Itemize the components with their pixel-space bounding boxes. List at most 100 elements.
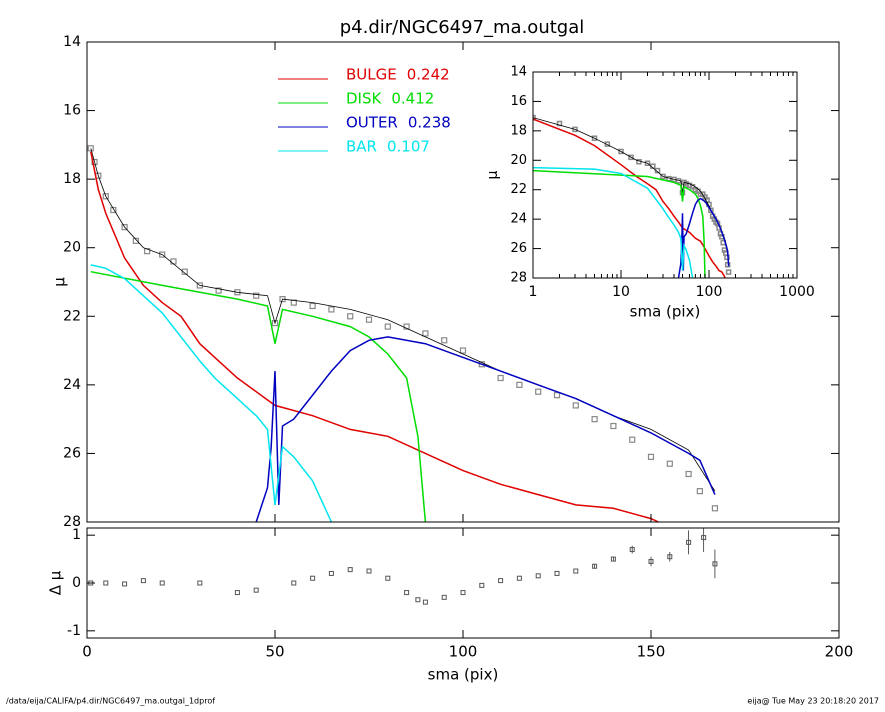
data-point — [441, 337, 448, 344]
residual-point — [122, 581, 128, 587]
data-point — [516, 381, 523, 388]
residual-point — [415, 597, 421, 603]
data-point — [365, 316, 373, 323]
residual-point — [610, 556, 616, 562]
y-tick-label: 14 — [63, 34, 81, 50]
data-point — [132, 237, 139, 244]
residual-point — [554, 570, 560, 576]
residual-point — [479, 582, 485, 588]
y-tick-label: 16 — [63, 103, 81, 119]
x-tick-label: 150 — [637, 643, 666, 661]
y-tick-label: 20 — [510, 153, 527, 168]
data-point — [533, 114, 536, 121]
data-point — [181, 268, 188, 275]
residual-point — [516, 575, 522, 581]
residual-point — [347, 567, 353, 573]
x-tick-label: 200 — [825, 643, 854, 661]
plot-area — [88, 528, 718, 605]
component-line — [90, 270, 427, 522]
residual-point — [385, 575, 391, 581]
legend-value: 0.412 — [391, 90, 434, 108]
data-point — [628, 154, 634, 161]
x-tick-label: 10 — [612, 284, 630, 300]
data-point — [556, 120, 563, 127]
residual-point — [103, 580, 109, 586]
residual-point — [667, 554, 673, 560]
y-tick-label: 26 — [510, 241, 527, 256]
data-point — [347, 313, 354, 320]
data-point — [159, 251, 166, 258]
footer-left: /data/eija/CALIFA/p4.dir/NGC6497_ma.outg… — [6, 697, 215, 706]
legend-value: 0.242 — [407, 66, 450, 84]
component-line — [90, 264, 333, 522]
data-point — [102, 193, 109, 200]
chart-title: p4.dir/NGC6497_ma.outgal — [340, 17, 585, 38]
residual-point — [460, 590, 466, 596]
plot-frame — [532, 71, 798, 279]
x-axis-label: sma (pix) — [630, 303, 701, 321]
data-point — [696, 488, 703, 495]
y-tick-label: 24 — [63, 377, 81, 393]
y-tick-label: 0 — [72, 575, 81, 591]
data-point — [591, 135, 598, 141]
residual-point — [701, 535, 707, 541]
data-point — [403, 323, 410, 330]
residual-point — [159, 580, 165, 586]
legend-label: DISK — [346, 90, 382, 108]
data-point — [685, 470, 692, 478]
data-point — [535, 388, 542, 395]
component-line — [533, 169, 706, 278]
data-point — [629, 436, 636, 443]
residual-point — [253, 587, 259, 593]
data-point — [328, 306, 335, 313]
x-tick-label: 1 — [529, 284, 538, 300]
x-tick-label: 50 — [265, 643, 284, 661]
residual-point — [328, 570, 334, 576]
residual-point — [441, 594, 447, 600]
residual-point — [197, 580, 203, 586]
residual-point — [404, 590, 410, 596]
residual-point — [686, 539, 692, 545]
legend-label: OUTER — [346, 114, 398, 132]
data-point — [144, 248, 151, 255]
footer-right: eija@ Tue May 23 20:18:20 2017 — [747, 697, 879, 706]
data-point — [647, 453, 655, 460]
data-point — [110, 206, 117, 214]
residual-point — [291, 580, 297, 586]
legend-label: BULGE — [346, 66, 397, 84]
residual-point — [310, 575, 316, 581]
data-point — [497, 374, 504, 382]
data-point — [644, 160, 651, 166]
y-tick-label: 22 — [510, 182, 527, 197]
data-point — [553, 392, 561, 399]
data-point — [725, 269, 732, 275]
y-tick-label: 1 — [72, 527, 81, 543]
y-tick-label: 16 — [510, 94, 527, 109]
data-point — [253, 292, 260, 299]
x-tick-label: 100 — [449, 643, 478, 661]
residual-point — [573, 568, 579, 574]
residual-point — [140, 578, 146, 584]
data-point — [459, 347, 467, 354]
x-tick-label: 0 — [82, 643, 92, 661]
residual-point — [498, 578, 504, 584]
data-point — [196, 282, 203, 289]
data-point — [271, 320, 279, 327]
component-line — [255, 336, 716, 522]
x-axis-label: sma (pix) — [428, 666, 499, 684]
data-point — [309, 302, 316, 310]
data-point — [91, 158, 98, 166]
y-tick-label: 28 — [510, 271, 527, 286]
data-point — [618, 148, 624, 155]
data-point — [660, 173, 666, 180]
y-axis-label: μ — [485, 170, 501, 179]
data-point — [610, 422, 617, 430]
x-tick-label: 100 — [696, 284, 723, 300]
data-point — [572, 402, 579, 409]
residual-point — [648, 558, 654, 564]
y-tick-label: 18 — [510, 123, 527, 138]
legend-value: 0.107 — [387, 138, 430, 156]
y-axis-label: Δ μ — [47, 570, 65, 595]
data-point — [215, 287, 222, 294]
residual-point — [366, 568, 372, 574]
